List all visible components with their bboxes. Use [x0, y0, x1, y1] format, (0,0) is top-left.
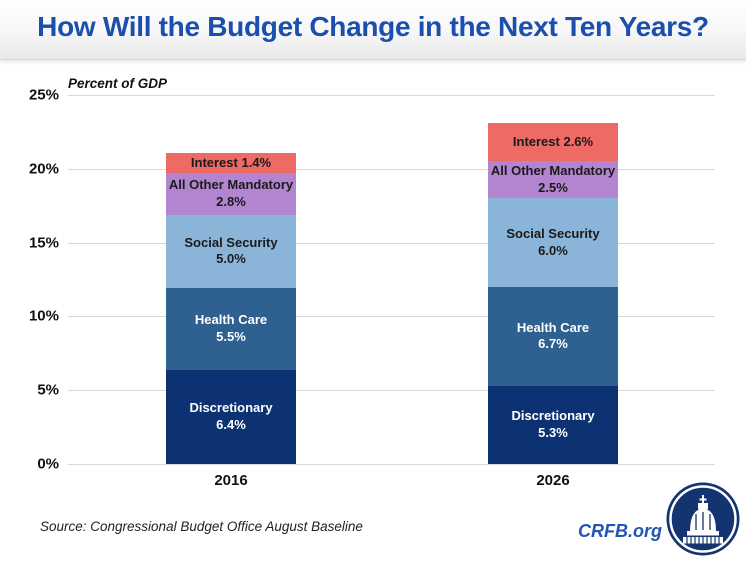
y-axis-title: Percent of GDP	[68, 76, 168, 91]
y-tick-label-20: 20%	[28, 160, 59, 178]
y-tick-label-0: 0%	[37, 455, 59, 473]
segment-value: 5.0%	[216, 251, 246, 267]
segment-interest-2016: Interest 1.4%	[166, 152, 296, 174]
segment-discretionary-2016: Discretionary 6.4%	[166, 369, 296, 464]
segment-health-care-2016: Health Care 5.5%	[166, 288, 296, 370]
gridline-25	[68, 95, 715, 96]
segment-social-security-2026: Social Security 6.0%	[488, 198, 618, 287]
x-tick-label-2026: 2026	[536, 472, 570, 489]
gridline-15	[68, 242, 715, 244]
bar-2016: Discretionary 6.4% Health Care 5.5% Social S…	[166, 152, 296, 464]
bar-2026: Discretionary 5.3% Health Care 6.7% Social S…	[488, 123, 618, 464]
crfb-org-link[interactable]: CRFB.org	[578, 521, 662, 541]
segment-label: Interest 1.4%	[190, 154, 272, 170]
segment-value: 2.5%	[538, 179, 568, 195]
capitol-dome-icon	[666, 482, 740, 556]
y-tick-label-15: 15%	[28, 234, 59, 252]
segment-name: Health Care	[516, 319, 590, 335]
segment-label: Interest 2.6%	[512, 133, 594, 149]
x-tick-label-2016: 2016	[214, 472, 248, 489]
crfb-capitol-logo	[666, 482, 740, 556]
segment-value: 6.0%	[538, 242, 568, 258]
segment-social-security-2016: Social Security 5.0%	[166, 214, 296, 289]
segment-all-other-mandatory-2016: All Other Mandatory 2.8%	[166, 173, 296, 215]
segment-name: All Other Mandatory	[168, 177, 294, 193]
segment-value: 6.4%	[216, 416, 246, 432]
segment-discretionary-2026: Discretionary 5.3%	[488, 385, 618, 464]
title-bar: How Will the Budget Change in the Next T…	[0, 0, 746, 60]
segment-value: 6.7%	[538, 336, 568, 352]
source-note: Source: Congressional Budget Office Augu…	[40, 519, 363, 534]
segment-name: Health Care	[194, 312, 268, 328]
y-tick-label-25: 25%	[28, 86, 59, 104]
segment-interest-2026: Interest 2.6%	[488, 123, 618, 162]
segment-name: All Other Mandatory	[490, 163, 616, 179]
gridline-0	[68, 464, 715, 465]
page-title: How Will the Budget Change in the Next T…	[37, 11, 709, 42]
segment-value: 2.8%	[216, 193, 246, 209]
segment-name: Social Security	[184, 234, 278, 250]
segment-name: Discretionary	[189, 400, 273, 416]
segment-name: Discretionary	[511, 408, 595, 424]
segment-health-care-2026: Health Care 6.7%	[488, 286, 618, 386]
segment-all-other-mandatory-2026: All Other Mandatory 2.5%	[488, 161, 618, 199]
plot-area: 25% 20% 15% 10% 5% 0% Discretionary 6.4% Health …	[29, 87, 715, 489]
gridline-5	[68, 390, 715, 392]
segment-value: 5.3%	[538, 424, 568, 440]
y-tick-label-10: 10%	[28, 307, 59, 325]
segment-value: 5.5%	[216, 328, 246, 344]
y-tick-label-5: 5%	[37, 381, 59, 399]
gridline-20	[68, 168, 715, 170]
gridline-10	[68, 316, 715, 318]
segment-name: Social Security	[506, 225, 600, 241]
